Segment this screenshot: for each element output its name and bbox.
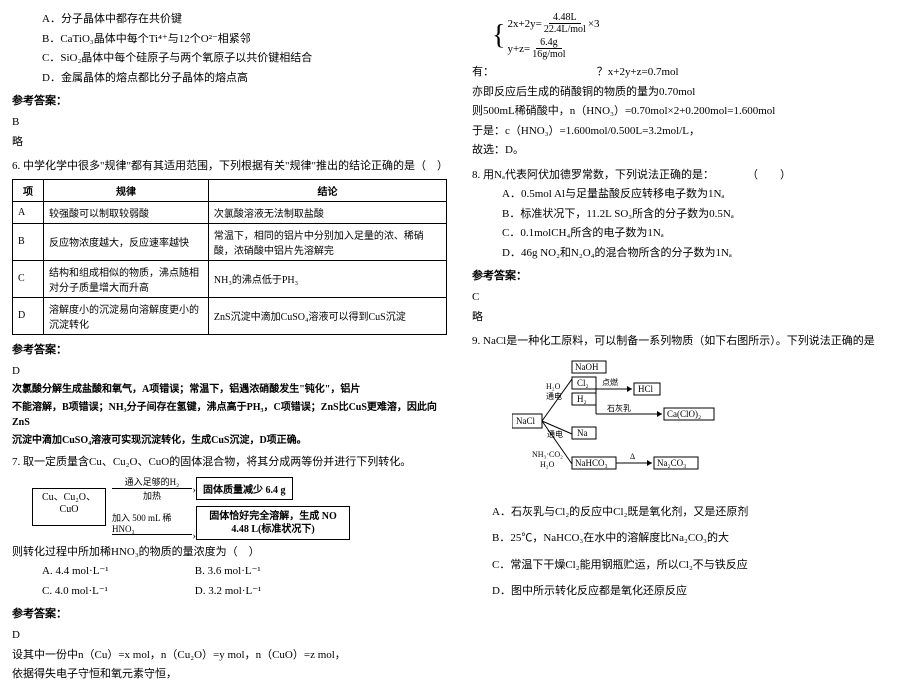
q5-opt-a: A．分子晶体中都存在共价键 [12, 11, 447, 28]
eq-prefix: 有： [472, 66, 494, 78]
q9-opt-c: C．常温下干燥Cl₂能用钢瓶贮运，所以Cl₂不与铁反应 [472, 557, 908, 574]
q8-opt-b: B．标准状况下，11.2L SO₃所含的分子数为0.5Nₐ [472, 206, 908, 223]
svg-text:Ca(ClO)₂: Ca(ClO)₂ [667, 409, 701, 419]
answer8-label: 参考答案： [472, 267, 908, 283]
eq1a: 2x+2y= [507, 18, 541, 30]
svg-text:H₂O: H₂O [546, 382, 561, 391]
table-row: B 反应物浓度越大，反应速率越快 常温下，相同的铝片中分别加入足量的浓、稀硝酸，… [13, 223, 447, 260]
q7-diagram: Cu、Cu₂O、 CuO 通入足够的H₂ › 加热 固体质量减少 6.4 g 加… [12, 475, 447, 540]
rule-table: 项 规律 结论 A 较强酸可以制取较弱酸 次氯酸溶液无法制取盐酸 B 反应物浓度… [12, 179, 447, 335]
ans7-exp1: 设其中一份中n（Cu）=x mol，n（Cu₂O）=y mol，n（CuO）=z… [12, 647, 447, 664]
svg-text:Na₂CO₃: Na₂CO₃ [657, 458, 686, 468]
arrow1-top: 通入足够的H₂ [125, 475, 180, 488]
q8-opt-c: C．0.1molCH₄所含的电子数为1Nₐ [472, 225, 908, 242]
svg-text:HCl: HCl [638, 384, 654, 394]
q8-stem: 8. 用Nₐ代表阿伏加德罗常数，下列说法正确的是： （ ） [472, 167, 908, 184]
q8-opt-a: A．0.5mol Al与足量盐酸反应转移电子数为1Nₐ [472, 186, 908, 203]
svg-text:NaHCO₃: NaHCO₃ [575, 458, 608, 468]
svg-text:Cl₂: Cl₂ [577, 378, 589, 388]
table-row: D 溶解度小的沉淀易向溶解度更小的沉淀转化 ZnS沉淀中滴加CuSO₄溶液可以得… [13, 297, 447, 334]
answer7-label: 参考答案： [12, 605, 447, 621]
eq2b: 6.4g [536, 37, 562, 49]
eq-suffix: ？x+2y+z=0.7mol [597, 66, 679, 78]
q5-opt-b: B．CaTiO₃晶体中每个Ti⁴⁺与12个O²⁻相紧邻 [12, 31, 447, 48]
svg-text:Δ: Δ [630, 452, 635, 461]
svg-text:H₂: H₂ [577, 394, 587, 404]
th-item: 项 [13, 179, 44, 201]
eq2c: 16g/mol [532, 49, 565, 60]
svg-text:通电: 通电 [546, 391, 562, 401]
eq1d: ×3 [588, 18, 600, 30]
equation-block: { 2x+2y= 4.48L 22.4L/mol ×3 y+z= 6.4g [472, 12, 908, 60]
answer6-label: 参考答案： [12, 341, 447, 357]
answer8-note: 略 [472, 309, 908, 326]
q5-opt-d: D．金属晶体的熔点都比分子晶体的熔点高 [12, 70, 447, 87]
eq1c: 22.4L/mol [544, 24, 586, 35]
th-concl: 结论 [208, 179, 446, 201]
ans6-exp1: 次氯酸分解生成盐酸和氧气，A项错误；常温下，铝遇浓硝酸发生"钝化"，铝片 [12, 382, 447, 397]
svg-text:H₂O: H₂O [540, 460, 555, 469]
ans6-exp3: 沉淀中滴加CuSO₄溶液可实现沉淀转化，生成CuS沉淀，D项正确。 [12, 433, 447, 448]
svg-text:石灰乳: 石灰乳 [607, 403, 631, 413]
eq2a: y+z= [507, 43, 530, 55]
svg-text:NH₃·CO₂: NH₃·CO₂ [532, 450, 563, 459]
q7-opt-b: B. 3.6 mol·L⁻¹ [195, 565, 261, 577]
eq1b: 4.48L [549, 12, 581, 24]
arrow2-top: 加入 500 mL 稀 HNO₃ [112, 511, 192, 534]
svg-text:点燃: 点燃 [602, 377, 618, 387]
q7-stem: 7. 取一定质量含Cu、Cu₂O、CuO的固体混合物，将其分成两等份并进行下列转… [12, 454, 447, 471]
svg-text:Na: Na [577, 428, 588, 438]
q9-opt-a: A．石灰乳与Cl₂的反应中Cl₂既是氧化剂，又是还原剂 [472, 504, 908, 521]
q7-opt-c: C. 4.0 mol·L⁻¹ [42, 583, 192, 600]
arrow1-bot: 加热 [143, 489, 161, 502]
answer5: B [12, 114, 447, 131]
r-line4: 故选：D。 [472, 142, 908, 159]
r-line3: 于是：c（HNO₃）=1.600mol/0.500L=3.2mol/L， [472, 123, 908, 140]
q7-opt-d: D. 3.2 mol·L⁻¹ [195, 585, 262, 597]
answer8: C [472, 289, 908, 306]
q7-sub: 则转化过程中所加稀HNO₃的物质的量浓度为（ ） [12, 544, 447, 561]
ans6-exp2: 不能溶解，B项错误；NH₃分子间存在氢键，沸点高于PH₃，C项错误；ZnS比Cu… [12, 400, 447, 430]
q7-opt-a: A. 4.4 mol·L⁻¹ [42, 563, 192, 580]
svg-text:NaCl: NaCl [516, 416, 535, 426]
diagram-right2: 固体恰好完全溶解，生成 NO 4.48 L(标准状况下) [196, 506, 350, 540]
q9-opt-b: B．25℃，NaHCO₃在水中的溶解度比Na₂CO₃的大 [472, 530, 908, 547]
answer6: D [12, 363, 447, 380]
q8-opt-d: D．46g NO₂和N₂O₄的混合物所含的分子数为1Nₐ [472, 245, 908, 262]
q9-stem: 9. NaCl是一种化工原料，可以制备一系列物质（如下右图所示）。下列说法正确的… [472, 333, 908, 350]
diagram-left-box: Cu、Cu₂O、 CuO [32, 488, 106, 526]
r-line1: 亦即反应后生成的硝酸铜的物质的量为0.70mol [472, 84, 908, 101]
q9-flowchart: NaCl H₂O 通电 NaOH Cl₂ H₂ 点燃 HCl 石灰乳 Ca(Cl… [512, 359, 812, 489]
q6-stem: 6. 中学化学中很多"规律"都有其适用范围，下列根据有关"规律"推出的结论正确的… [12, 158, 447, 175]
answer7: D [12, 627, 447, 644]
answer5-label: 参考答案： [12, 92, 447, 108]
ans7-exp2: 依据得失电子守恒和氧元素守恒， [12, 666, 447, 683]
r-line2: 则500mL稀硝酸中，n（HNO₃）=0.70mol×2+0.200mol=1.… [472, 103, 908, 120]
q5-opt-c: C．SiO₂晶体中每个硅原子与两个氧原子以共价键相结合 [12, 50, 447, 67]
q9-opt-d: D．图中所示转化反应都是氧化还原反应 [472, 583, 908, 600]
svg-text:NaOH: NaOH [575, 362, 599, 372]
table-row: C 结构和组成相似的物质，沸点随相对分子质量增大而升高 NH₃的沸点低于PH₃ [13, 260, 447, 297]
table-row: A 较强酸可以制取较弱酸 次氯酸溶液无法制取盐酸 [13, 201, 447, 223]
diagram-right1: 固体质量减少 6.4 g [196, 477, 293, 500]
answer5-note: 略 [12, 134, 447, 151]
th-rule: 规律 [44, 179, 209, 201]
svg-text:通电: 通电 [547, 429, 563, 439]
